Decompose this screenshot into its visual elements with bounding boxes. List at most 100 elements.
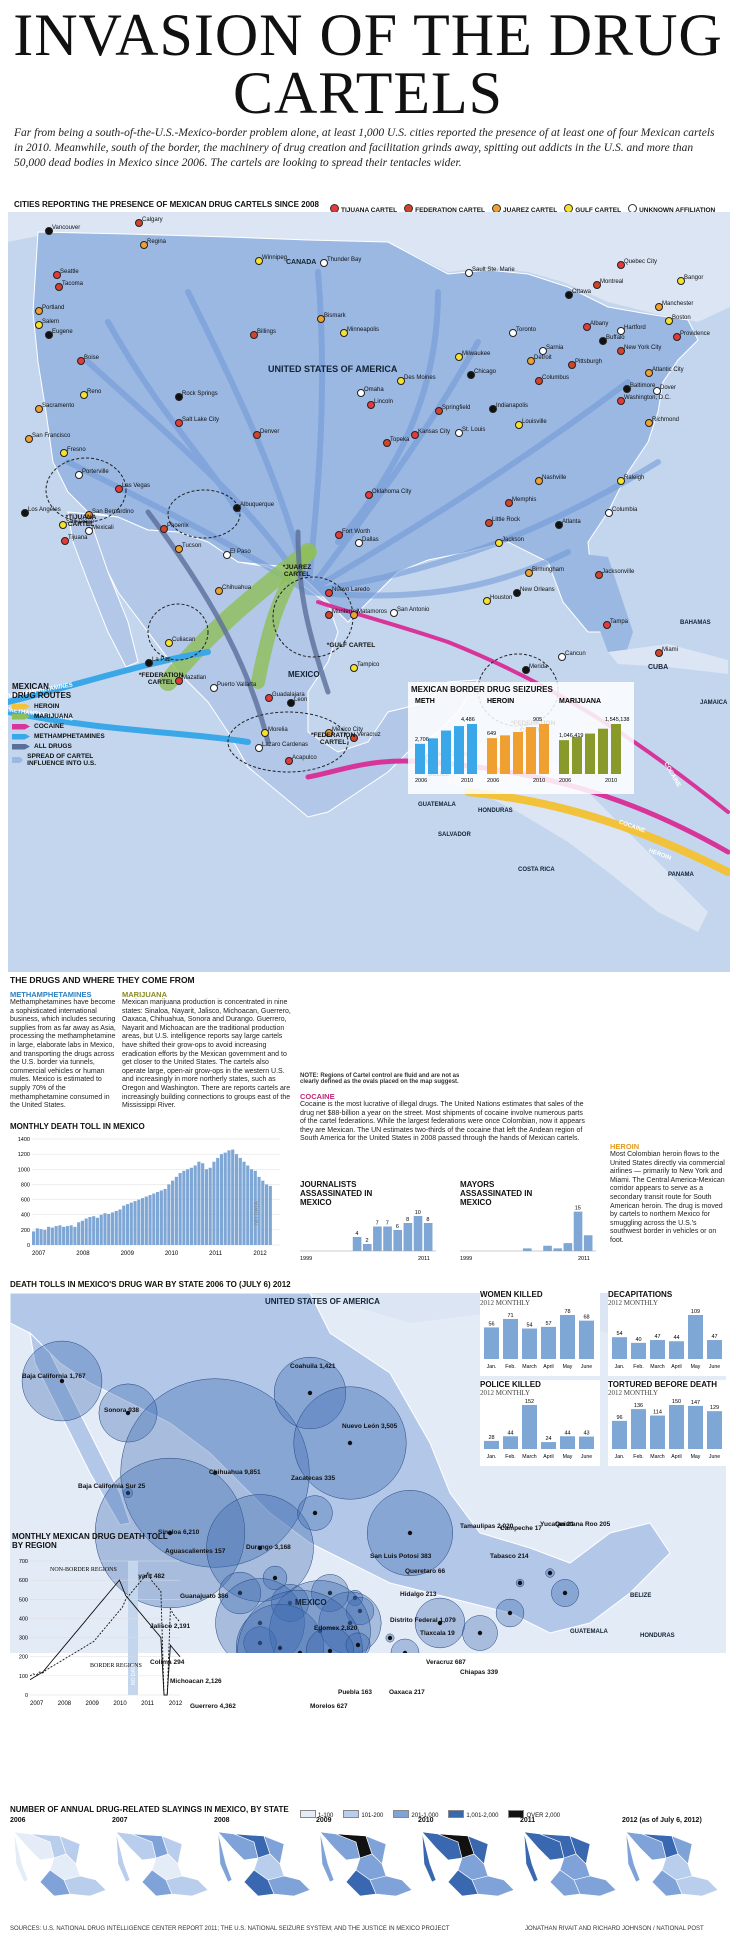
death-toll-center: [407, 1530, 413, 1536]
city-label: Des Moines: [404, 375, 436, 381]
death-toll-value: 157: [214, 1548, 226, 1555]
small-chart-month: April: [543, 1454, 553, 1460]
city-dot: [367, 401, 375, 409]
death-toll-state: Veracruz: [426, 1659, 455, 1666]
city-label: Leon: [294, 697, 308, 703]
seizures-chart: METH 2,706 4,486 2006 2010 HEROIN 649 905 2006 20…: [415, 698, 629, 784]
region-year: 2012: [169, 1701, 183, 1707]
toll-year: 2011: [209, 1251, 223, 1257]
death-toll-value: 2,126: [205, 1678, 222, 1685]
city-label: Sarnia: [546, 345, 564, 351]
city-label: Culiacan: [172, 637, 196, 643]
city-dot: [255, 257, 263, 265]
slayings-legend-label: 1-100: [318, 1813, 334, 1819]
city-label: Ottawa: [572, 289, 592, 295]
region-label-border: BORDER REGIONS: [90, 1663, 142, 1669]
death-toll-value: 687: [454, 1659, 466, 1666]
assassination-bar: [563, 1243, 573, 1251]
city-dot: [593, 281, 601, 289]
city-dot: [115, 485, 123, 493]
route-legend-item: SPREAD OF CARTEL INFLUENCE INTO U.S.: [12, 753, 112, 767]
assassination-label: 7: [376, 1221, 379, 1227]
toll-bar: [253, 1170, 257, 1245]
city-dot: [653, 387, 661, 395]
small-chart-bar: [669, 1341, 684, 1359]
slayings-year-map: 2007: [112, 1817, 212, 1917]
small-chart-bar: [669, 1405, 684, 1449]
city-dot: [175, 545, 183, 553]
seizure-bar: [559, 740, 569, 774]
toll-bar: [159, 1190, 163, 1245]
small-chart-bar: [707, 1411, 722, 1449]
death-toll-center: [562, 1590, 568, 1596]
death-toll-label: Baja California 1,767: [22, 1373, 86, 1381]
baja-land: [67, 511, 139, 668]
monthly-small-chart: POLICE KILLED 2012 MONTHLY 28 Jan. 44 Feb. 152…: [480, 1380, 600, 1466]
slayings-year-label: 2012 (as of July 6, 2012): [622, 1817, 702, 1824]
city-label: Chihuahua: [222, 585, 252, 591]
small-chart-month: March: [650, 1364, 665, 1370]
death-toll-state: Tabasco: [490, 1553, 518, 1560]
toll-bar: [32, 1231, 36, 1245]
death-toll-value: 383: [420, 1553, 432, 1560]
toll-bar: [88, 1216, 92, 1245]
death-toll-state: Durango: [246, 1544, 275, 1551]
city-label: Porterville: [82, 469, 109, 475]
death-toll-state: Morelos: [310, 1703, 337, 1710]
seizure-bar: [539, 724, 549, 774]
toll-bar: [43, 1229, 47, 1245]
city-label: Tampico: [357, 662, 380, 668]
city-label: Jackson: [502, 537, 525, 543]
city-label: Indianapolis: [496, 403, 529, 409]
region-year: 2010: [113, 1701, 127, 1707]
small-chart-month: March: [522, 1454, 537, 1460]
death-toll-label: Tamaulipas 2,020: [460, 1523, 513, 1531]
route-legend-item: ALL DRUGS: [12, 743, 112, 750]
toll-bar: [178, 1173, 182, 1245]
city-label: Veracruz: [357, 732, 381, 738]
small-chart-title: DECAPITATIONS: [608, 1290, 673, 1299]
slayings-state: [369, 1875, 413, 1897]
city-label: Tampa: [610, 619, 629, 625]
death-toll-value: 627: [336, 1703, 348, 1710]
death-toll-value: 386: [217, 1593, 229, 1600]
death-toll-label: Queretaro 66: [405, 1568, 445, 1576]
seizure-first-label: 649: [487, 731, 496, 737]
city-label: Manchester: [662, 301, 694, 307]
city-dot: [617, 327, 625, 335]
small-chart-value: 68: [583, 1315, 589, 1321]
small-chart-month: May: [563, 1364, 573, 1370]
small-chart-value: 24: [545, 1436, 551, 1442]
toll-bar: [171, 1180, 175, 1245]
seizure-last-label: 1,545,138: [605, 717, 629, 723]
death-toll-bubble: [215, 1578, 305, 1653]
route-legend-swatch: [12, 703, 30, 710]
marijuana-title: MARIJUANA: [122, 990, 167, 999]
route-label: COCAINE: [617, 819, 646, 835]
death-tolls-header: DEATH TOLLS IN MEXICO'S DRUG WAR BY STAT…: [10, 1280, 291, 1289]
death-toll-value: 3,168: [274, 1544, 291, 1551]
death-toll-value: 25: [137, 1483, 146, 1490]
assassination-label: 8: [406, 1217, 409, 1223]
toll-bar: [39, 1229, 43, 1245]
assassination-bar: [352, 1237, 362, 1251]
seizure-bar: [585, 733, 595, 774]
city-label: Sault Ste. Marie: [472, 267, 515, 273]
city-label: Los Angeles: [28, 507, 61, 513]
small-chart-value: 136: [634, 1403, 643, 1409]
small-chart-bar: [579, 1436, 594, 1449]
region-chart: 700 600 500 400 300 200 100 0 NON-BORDER REGIONS…: [19, 1559, 183, 1707]
drug-routes: [8, 509, 730, 876]
small-chart-bar: [522, 1405, 537, 1449]
marijuana-text: Mexican marijuana production is concentr…: [122, 999, 291, 1110]
death-toll-label: Edomex 2,820: [314, 1625, 357, 1633]
seizure-start-year: 2006: [487, 778, 499, 784]
death-toll-value: 205: [599, 1521, 611, 1528]
death-toll-bubble: [235, 1603, 325, 1653]
small-chart-bar: [612, 1337, 627, 1359]
small-chart-value: 43: [583, 1431, 589, 1437]
death-toll-center: [257, 1545, 263, 1551]
death-map-region-label: UNITED STATES OF AMERICA: [265, 1297, 380, 1306]
small-chart-svg: 28 Jan. 44 Feb. 152 March 24 April 44 May 43 June: [484, 1399, 594, 1460]
route-legend-item: COCAINE: [12, 723, 112, 730]
